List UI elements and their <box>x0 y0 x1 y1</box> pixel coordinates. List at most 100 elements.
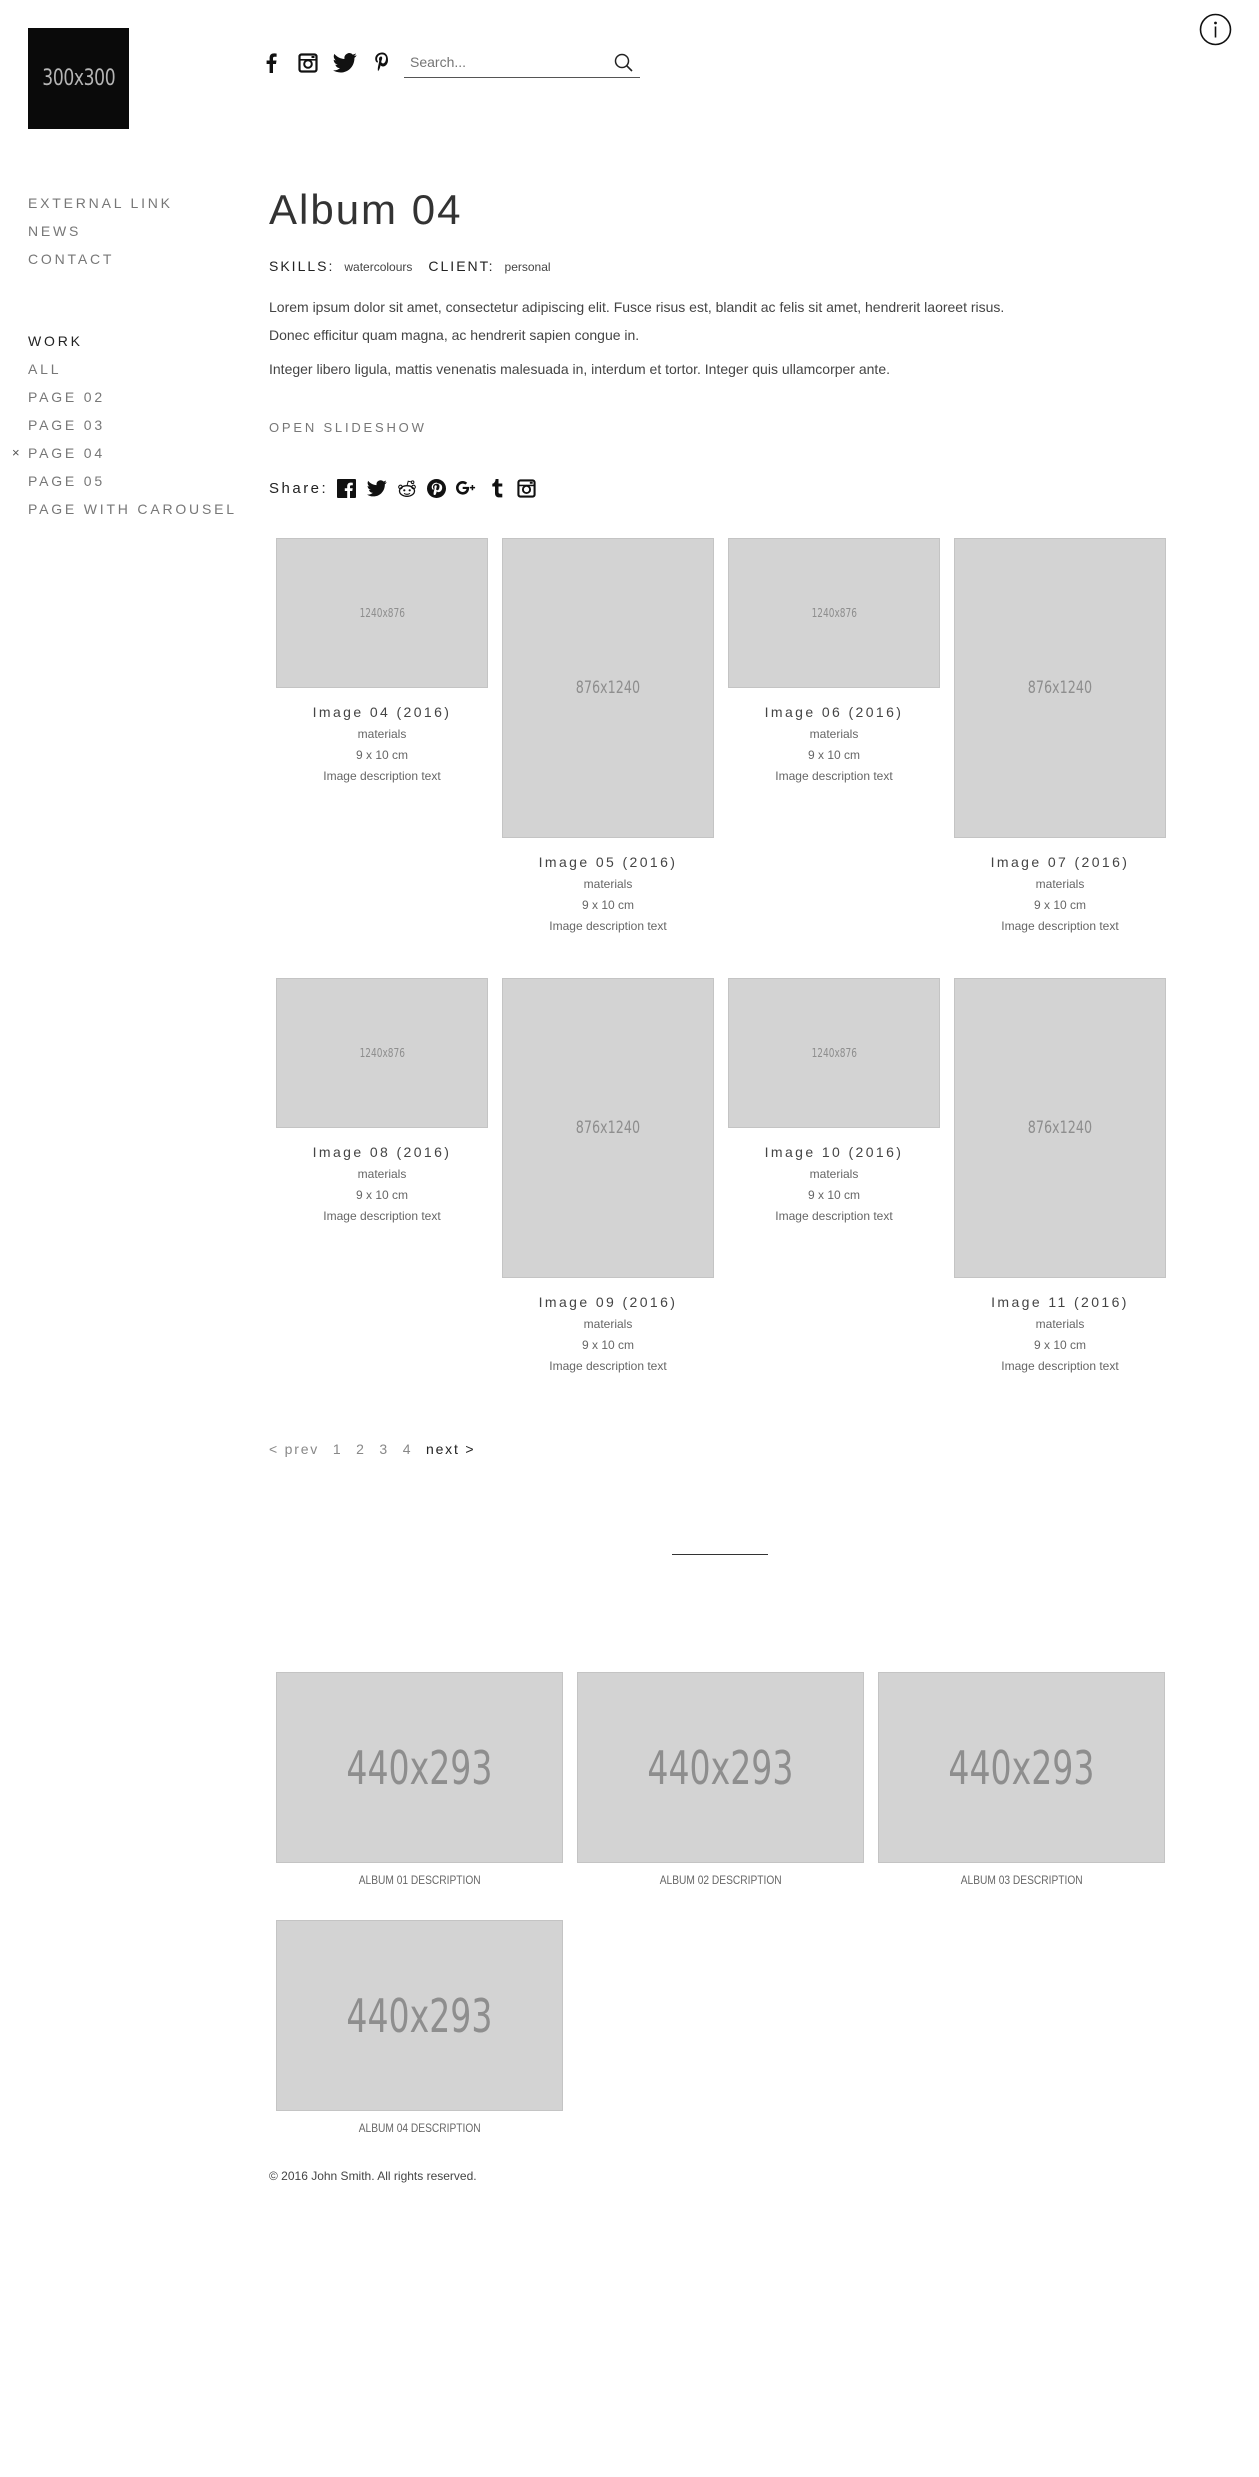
placeholder-label: 440x293 <box>346 1740 493 1795</box>
album-meta: SKILLS: watercolours CLIENT: personal <box>269 258 567 274</box>
album-description-text: ALBUM 03 DESCRIPTION <box>960 1873 1083 1887</box>
logo[interactable]: 300x300 <box>28 28 129 129</box>
info-icon[interactable] <box>1199 13 1232 46</box>
image-size: 9 x 10 cm <box>1033 898 1087 912</box>
image-description: Image description text <box>1001 1359 1119 1373</box>
nav-item-external-link[interactable]: EXTERNAL LINK <box>28 195 173 211</box>
pagination: < prev 1 2 3 4 next > <box>269 1441 483 1457</box>
search-box <box>404 48 640 78</box>
nav-item-page-03[interactable]: PAGE 03 <box>28 417 105 433</box>
pinterest-icon[interactable] <box>369 50 395 76</box>
pinterest-icon[interactable] <box>426 478 447 499</box>
image-size: 9 x 10 cm <box>581 898 635 912</box>
gallery-item[interactable]: 1240x876 Image 06 (2016) materials 9 x 1… <box>728 538 940 787</box>
image-size: 9 x 10 cm <box>807 1188 861 1202</box>
pagination-page-4[interactable]: 4 <box>402 1441 413 1457</box>
image-placeholder[interactable]: 1240x876 <box>276 538 488 688</box>
gallery-item[interactable]: 876x1240 Image 09 (2016) materials 9 x 1… <box>502 978 714 1377</box>
album-description: ALBUM 02 DESCRIPTION <box>577 1873 864 1887</box>
image-materials: materials <box>809 1167 859 1181</box>
current-page-marker: × <box>12 445 23 460</box>
image-placeholder[interactable]: 876x1240 <box>954 978 1166 1278</box>
image-placeholder[interactable]: 876x1240 <box>502 978 714 1278</box>
nav-item-label: PAGE 04 <box>28 445 105 461</box>
image-description: Image description text <box>775 769 893 783</box>
image-placeholder[interactable]: 876x1240 <box>954 538 1166 838</box>
pagination-page-1[interactable]: 1 <box>332 1441 343 1457</box>
album-thumbnail[interactable]: 440x293 <box>276 1672 563 1863</box>
pagination-page-3[interactable]: 3 <box>379 1441 389 1457</box>
nav-item-page-04[interactable]: × PAGE 04 <box>12 439 237 467</box>
image-placeholder[interactable]: 1240x876 <box>728 978 940 1128</box>
album-description: ALBUM 04 DESCRIPTION <box>276 2121 563 2135</box>
album-card[interactable]: 440x293 ALBUM 01 DESCRIPTION <box>276 1672 563 1887</box>
image-materials: materials <box>357 727 407 741</box>
nav-section-work[interactable]: WORK <box>28 333 83 349</box>
nav-item-page-05[interactable]: PAGE 05 <box>28 473 105 489</box>
image-description: Image description text <box>775 1209 893 1223</box>
image-description: Image description text <box>1001 919 1119 933</box>
album-description-text: ALBUM 01 DESCRIPTION <box>358 1873 481 1887</box>
instagram-icon[interactable] <box>295 50 321 76</box>
facebook-icon[interactable] <box>258 50 284 76</box>
gallery-item[interactable]: 1240x876 Image 10 (2016) materials 9 x 1… <box>728 978 940 1227</box>
album-card[interactable]: 440x293 ALBUM 03 DESCRIPTION <box>878 1672 1165 1887</box>
album-thumbnail[interactable]: 440x293 <box>878 1672 1165 1863</box>
album-card[interactable]: 440x293 ALBUM 04 DESCRIPTION <box>276 1920 563 2135</box>
gallery-item[interactable]: 1240x876 Image 04 (2016) materials 9 x 1… <box>276 538 488 787</box>
skills-value: watercolours <box>344 260 413 274</box>
facebook-icon[interactable] <box>336 478 357 499</box>
reddit-icon[interactable] <box>396 478 417 499</box>
placeholder-label: 876x1240 <box>575 1118 641 1138</box>
tumblr-icon[interactable] <box>486 478 507 499</box>
image-placeholder[interactable]: 876x1240 <box>502 538 714 838</box>
image-materials: materials <box>583 1317 633 1331</box>
image-title: Image 06 (2016) <box>764 704 904 720</box>
share-label: Share: <box>269 479 329 497</box>
gallery-item[interactable]: 876x1240 Image 05 (2016) materials 9 x 1… <box>502 538 714 937</box>
nav-item-news[interactable]: NEWS <box>28 223 82 239</box>
image-size: 9 x 10 cm <box>581 1338 635 1352</box>
client-value: personal <box>504 260 551 274</box>
album-description: ALBUM 01 DESCRIPTION <box>276 1873 563 1887</box>
image-title: Image 05 (2016) <box>538 854 678 870</box>
nav-item-page-with-carousel[interactable]: PAGE WITH CAROUSEL <box>28 501 237 517</box>
placeholder-label: 440x293 <box>346 1988 493 2043</box>
google-plus-icon[interactable] <box>456 478 477 499</box>
album-card[interactable]: 440x293 ALBUM 02 DESCRIPTION <box>577 1672 864 1887</box>
image-title: Image 10 (2016) <box>764 1144 904 1160</box>
image-materials: materials <box>357 1167 407 1181</box>
pagination-page-2[interactable]: 2 <box>356 1441 366 1457</box>
image-materials: materials <box>809 727 859 741</box>
pagination-next[interactable]: next > <box>426 1441 476 1457</box>
image-materials: materials <box>1035 1317 1085 1331</box>
gallery-item[interactable]: 876x1240 Image 07 (2016) materials 9 x 1… <box>954 538 1166 937</box>
footer-copyright: © 2016 John Smith. All rights reserved. <box>269 2169 477 2183</box>
album-thumbnail[interactable]: 440x293 <box>276 1920 563 2111</box>
gallery-item[interactable]: 1240x876 Image 08 (2016) materials 9 x 1… <box>276 978 488 1227</box>
placeholder-label: 876x1240 <box>575 678 641 698</box>
nav-item-contact[interactable]: CONTACT <box>28 251 115 267</box>
image-placeholder[interactable]: 1240x876 <box>276 978 488 1128</box>
nav-item-page-02[interactable]: PAGE 02 <box>28 389 105 405</box>
image-title: Image 07 (2016) <box>990 854 1130 870</box>
image-placeholder[interactable]: 1240x876 <box>728 538 940 688</box>
album-thumbnail[interactable]: 440x293 <box>577 1672 864 1863</box>
image-size: 9 x 10 cm <box>1033 1338 1087 1352</box>
instagram-icon[interactable] <box>516 478 537 499</box>
twitter-icon[interactable] <box>332 50 358 76</box>
sidebar-nav-top: EXTERNAL LINK NEWS CONTACT <box>28 189 173 273</box>
search-input[interactable] <box>404 48 604 76</box>
search-icon[interactable] <box>612 51 636 75</box>
gallery-item[interactable]: 876x1240 Image 11 (2016) materials 9 x 1… <box>954 978 1166 1377</box>
header-social-links <box>258 50 406 76</box>
open-slideshow-link[interactable]: OPEN SLIDESHOW <box>269 420 427 435</box>
pagination-prev[interactable]: < prev <box>269 1441 320 1457</box>
logo-text: 300x300 <box>42 66 115 91</box>
placeholder-label: 876x1240 <box>1027 678 1093 698</box>
image-description: Image description text <box>323 1209 441 1223</box>
twitter-icon[interactable] <box>366 478 387 499</box>
nav-item-all[interactable]: ALL <box>28 361 62 377</box>
skills-label: SKILLS: <box>269 258 335 274</box>
album-description: ALBUM 03 DESCRIPTION <box>878 1873 1165 1887</box>
